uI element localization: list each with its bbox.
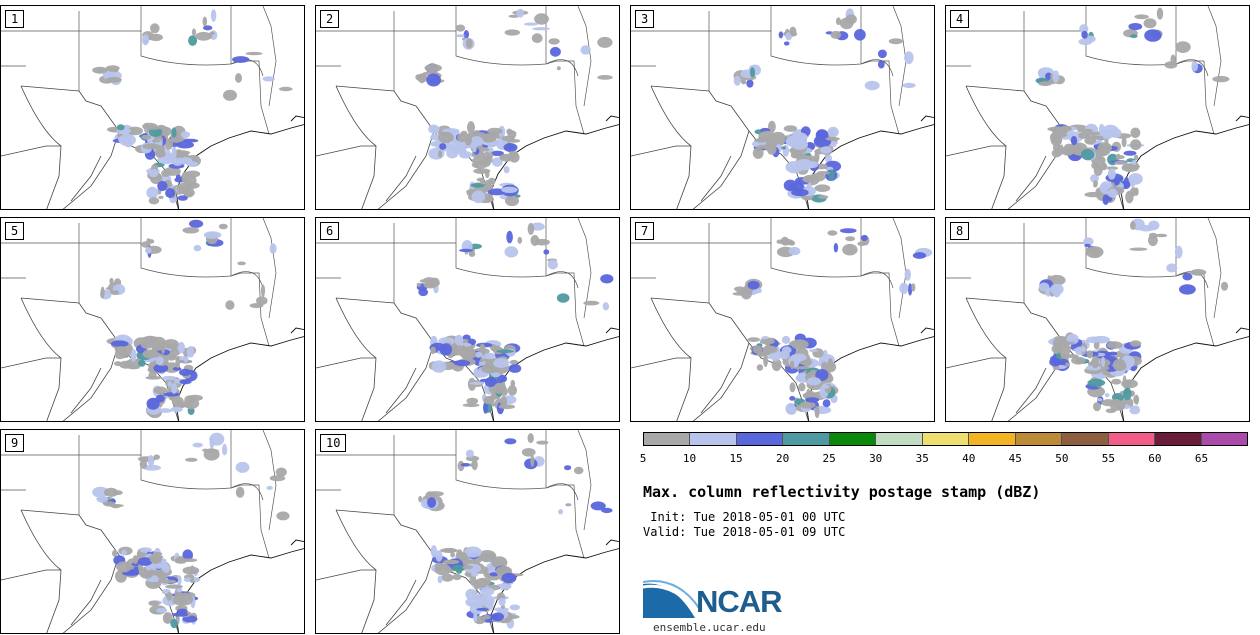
colorbar-swatch [969, 433, 1016, 445]
colorbar-tick-label: 55 [1101, 452, 1115, 465]
colorbar-tick-label: 65 [1194, 452, 1209, 465]
colorbar-swatch [1015, 433, 1063, 445]
reflectivity-map [631, 6, 934, 209]
colorbar-swatch [922, 433, 970, 445]
colorbar-tick-label: 45 [1008, 452, 1022, 465]
postage-stamp-panel: 10 [315, 429, 620, 634]
member-label: 7 [635, 222, 655, 240]
reflectivity-map [316, 6, 619, 209]
colorbar-tick-label: 35 [915, 452, 929, 465]
colorbar-tick-label: 15 [729, 452, 743, 465]
reflectivity-map [316, 218, 619, 421]
colorbar-swatch [876, 433, 923, 445]
colorbar-tick-label: 40 [962, 452, 976, 465]
colorbar-swatch [736, 433, 784, 445]
ensemble-url: ensemble.ucar.edu [653, 621, 766, 634]
postage-stamp-panel: 6 [315, 217, 620, 422]
member-label: 1 [5, 10, 25, 28]
reflectivity-colorbar [643, 432, 1248, 446]
colorbar-swatch [1062, 433, 1109, 445]
colorbar-tick-label: 5 [639, 452, 647, 465]
member-label: 2 [320, 10, 340, 28]
ncar-logo-icon [643, 580, 700, 618]
reflectivity-map [1, 430, 304, 633]
init-time: Init: Tue 2018-05-01 00 UTC [643, 510, 846, 524]
colorbar-swatch [1201, 433, 1248, 445]
colorbar-swatch [644, 433, 691, 445]
postage-stamp-panel: 5 [0, 217, 305, 422]
member-label: 3 [635, 10, 655, 28]
reflectivity-map [946, 218, 1249, 421]
postage-stamp-panel: 7 [630, 217, 935, 422]
reflectivity-map [1, 6, 304, 209]
colorbar-swatch [690, 433, 737, 445]
reflectivity-map [1, 218, 304, 421]
colorbar-swatch [783, 433, 830, 445]
colorbar-tick-label: 20 [775, 452, 790, 465]
member-label: 5 [5, 222, 25, 240]
colorbar-swatch [1155, 433, 1202, 445]
postage-stamp-panel: 2 [315, 5, 620, 210]
colorbar-tick-label: 60 [1148, 452, 1162, 465]
member-label: 8 [950, 222, 970, 240]
reflectivity-map [946, 6, 1249, 209]
member-label: 6 [320, 222, 340, 240]
colorbar-tick-label: 50 [1055, 452, 1069, 465]
colorbar-tick-label: 10 [682, 452, 697, 465]
postage-stamp-panel: 9 [0, 429, 305, 634]
figure-title: Max. column reflectivity postage stamp (… [643, 483, 1041, 501]
member-label: 10 [320, 434, 347, 452]
valid-time: Valid: Tue 2018-05-01 09 UTC [643, 525, 846, 539]
colorbar-swatch [1108, 433, 1156, 445]
postage-stamp-panel: 4 [945, 5, 1250, 210]
ncar-logo-text: NCAR [696, 584, 783, 619]
postage-stamp-panel: 8 [945, 217, 1250, 422]
colorbar-tick-label: 25 [822, 452, 836, 465]
reflectivity-map [631, 218, 934, 421]
postage-stamp-panel: 3 [630, 5, 935, 210]
reflectivity-map [316, 430, 619, 633]
postage-stamp-panel: 1 [0, 5, 305, 210]
colorbar-tick-label: 30 [869, 452, 883, 465]
member-label: 9 [5, 434, 25, 452]
member-label: 4 [950, 10, 970, 28]
colorbar-swatch [829, 433, 877, 445]
